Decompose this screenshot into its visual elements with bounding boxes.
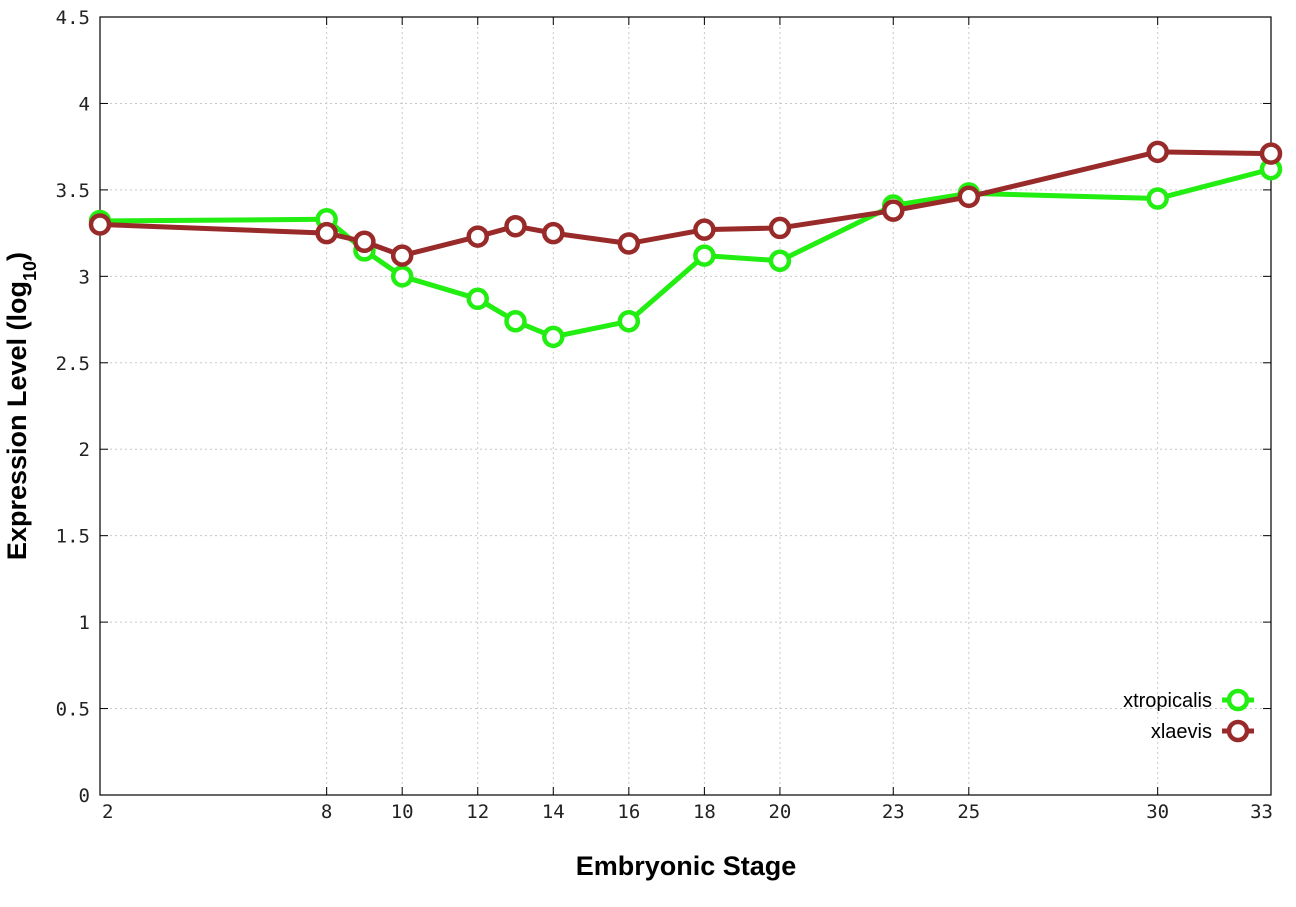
x-tick-label: 30	[1146, 801, 1169, 823]
x-tick-label: 8	[321, 801, 332, 823]
data-point	[768, 249, 792, 273]
data-point	[882, 199, 905, 222]
y-axis-title-close: )	[2, 252, 32, 261]
y-tick-label: 2.5	[56, 353, 90, 375]
y-tick-label: 1.5	[56, 526, 90, 548]
data-point	[617, 310, 641, 333]
x-tick-label: 25	[957, 801, 980, 823]
y-tick-label: 0.5	[56, 699, 90, 721]
data-point	[353, 230, 376, 254]
plot-frame	[99, 16, 1272, 796]
y-tick-label: 0	[79, 785, 90, 807]
y-tick-label: 1	[79, 612, 90, 634]
data-point	[617, 232, 641, 255]
y-axis-title-main: Expression Level (log	[2, 281, 32, 560]
legend-entry: xtropicalis	[1123, 688, 1254, 712]
data-point	[957, 185, 981, 209]
y-tick-label: 4.5	[56, 7, 90, 29]
y-axis: 0 0.5 1 1.5 2 2.5 3 3.5 4 4.5	[56, 7, 1271, 807]
data-point	[315, 221, 338, 245]
x-tick-label: 23	[882, 801, 905, 823]
y-tick-label: 3	[79, 266, 90, 288]
series-xtropicalis	[88, 157, 1283, 349]
data-point	[693, 244, 716, 267]
data-point	[390, 265, 414, 288]
data-point	[466, 225, 489, 248]
series-line	[99, 166, 1272, 340]
x-tick-label: 20	[768, 801, 791, 823]
x-tick-label: 33	[1250, 801, 1273, 823]
legend-marker	[1226, 719, 1250, 743]
legend-entry: xlaevis	[1151, 719, 1254, 743]
legend-label: xtropicalis	[1123, 690, 1212, 712]
legend-label: xlaevis	[1151, 721, 1212, 743]
data-point	[693, 218, 716, 241]
data-point	[504, 214, 527, 238]
x-tick-label: 16	[617, 801, 640, 823]
data-point	[1146, 140, 1169, 164]
series-xlaevis	[88, 140, 1283, 267]
data-point	[768, 216, 792, 240]
data-point	[1259, 142, 1283, 165]
x-axis: 2 8 10 12 14 16 18 20 23 25 30 33	[99, 17, 1273, 823]
x-axis-title: Embryonic Stage	[576, 851, 797, 881]
data-point	[542, 325, 565, 349]
data-point	[542, 221, 565, 245]
x-tick-label: 12	[466, 801, 489, 823]
x-tick-label: 14	[542, 801, 565, 823]
data-point	[1146, 187, 1169, 210]
legend-marker	[1226, 688, 1250, 712]
x-tick-label: 18	[693, 801, 716, 823]
data-point	[390, 244, 414, 267]
series-layer	[88, 140, 1283, 349]
series-line	[99, 149, 1272, 259]
x-tick-label: 2	[102, 801, 113, 823]
x-tick-label: 10	[391, 801, 414, 823]
y-axis-title: Expression Level (log10)	[2, 252, 40, 560]
grid	[100, 17, 1271, 795]
data-point	[466, 287, 489, 311]
y-tick-label: 2	[79, 439, 90, 461]
y-tick-label: 3.5	[56, 180, 90, 202]
legend: xtropicalis xlaevis	[1123, 688, 1254, 743]
y-tick-label: 4	[79, 93, 90, 115]
data-point	[88, 213, 112, 236]
y-axis-title-subscript: 10	[20, 261, 40, 281]
data-point	[504, 310, 527, 333]
